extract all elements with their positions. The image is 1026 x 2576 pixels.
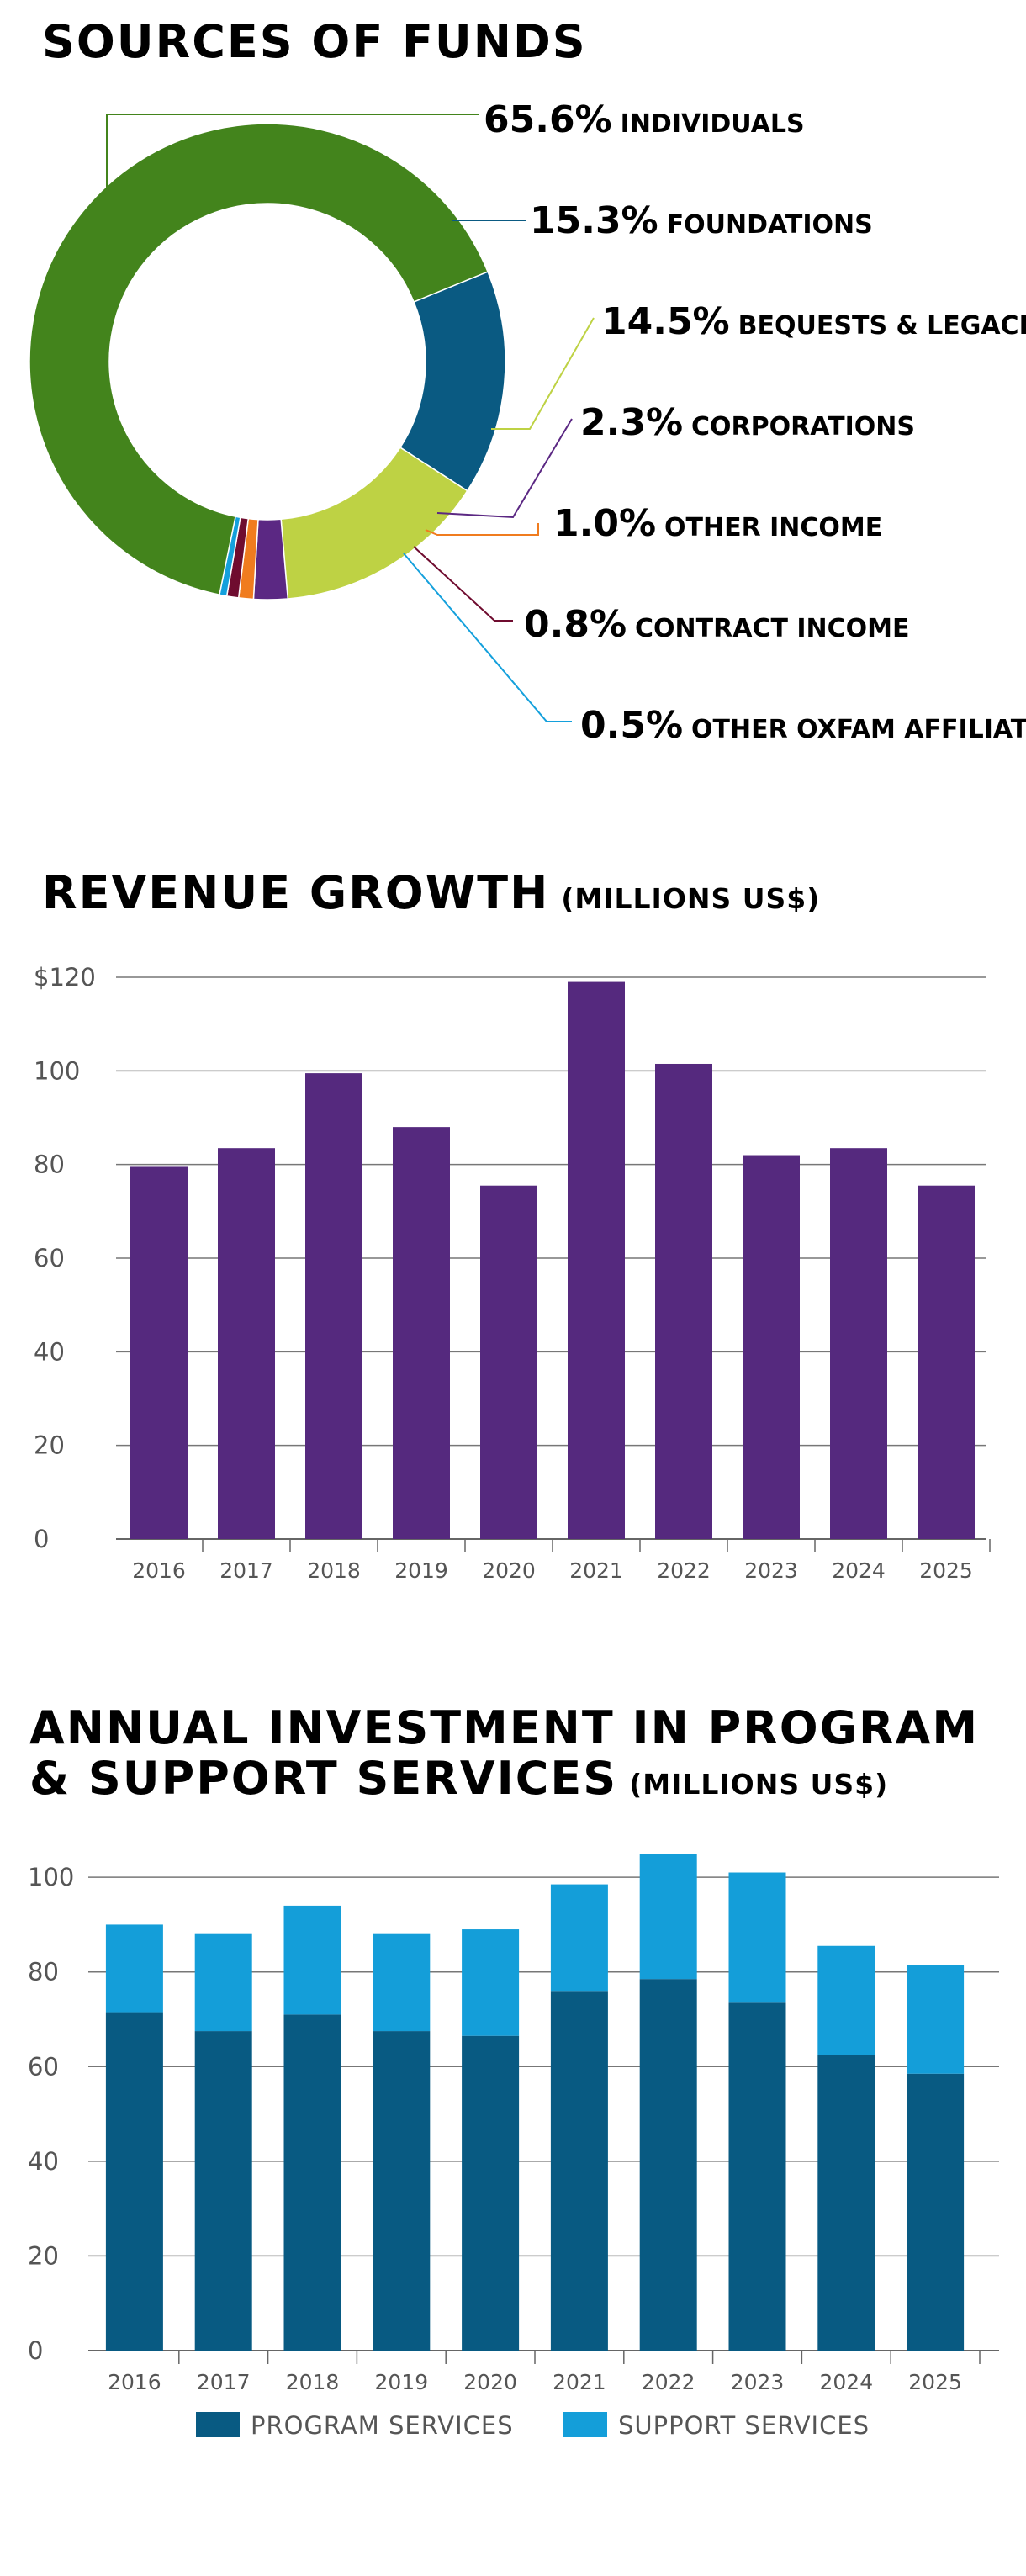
bar-2024 — [830, 1148, 887, 1539]
bar-program-services-2018 — [283, 2014, 341, 2351]
y-tick-label: 0 — [34, 1525, 49, 1553]
bar-program-services-2023 — [728, 2002, 786, 2351]
y-tick-label: 80 — [34, 1150, 65, 1179]
donut-slice-individuals — [29, 123, 489, 596]
bar-support-services-2023 — [728, 1872, 786, 2003]
bar-2022 — [655, 1063, 712, 1539]
revenue-x-axis: 2016 2017 2018 2019 2020 2021 2022 2023 2024 2025 — [132, 1539, 991, 1583]
x-tick-label: 2024 — [819, 2370, 873, 2394]
x-tick-label: 2020 — [463, 2370, 517, 2394]
bar-program-services-2016 — [105, 2012, 163, 2351]
leader-line-other-income — [425, 523, 539, 536]
investment-section: ANNUAL INVESTMENT IN PROGRAM & SUPPORT S… — [28, 1701, 999, 2440]
y-tick-label: 0 — [28, 2336, 43, 2365]
y-tick-label: 40 — [34, 1337, 65, 1366]
bar-program-services-2021 — [550, 1991, 608, 2351]
slice-label-individuals: 65.6% INDIVIDUALS — [484, 98, 805, 141]
x-tick-label: 2023 — [744, 1558, 798, 1583]
bar-support-services-2022 — [639, 1854, 697, 1980]
y-tick-label: 80 — [28, 1958, 59, 1986]
slice-label-contract-income: 0.8% CONTRACT INCOME — [524, 603, 910, 646]
bar-2017 — [218, 1148, 275, 1539]
bar-program-services-2017 — [194, 2031, 252, 2351]
y-tick-label: 100 — [34, 1056, 80, 1085]
y-tick-label: 20 — [28, 2241, 59, 2270]
bar-program-services-2019 — [373, 2031, 431, 2351]
x-tick-label: 2018 — [286, 2370, 340, 2394]
leader-line-individuals — [106, 114, 479, 196]
leader-line-other-affiliates — [403, 553, 572, 722]
leader-line-contract-income — [413, 546, 513, 622]
leader-line-bequests — [491, 317, 595, 430]
slice-label-corporations: 2.3% CORPORATIONS — [580, 401, 915, 444]
bar-2019 — [393, 1127, 450, 1539]
bar-support-services-2025 — [907, 1965, 965, 2074]
y-tick-label: 40 — [28, 2147, 59, 2176]
bar-support-services-2018 — [283, 1905, 341, 2015]
x-tick-label: 2018 — [307, 1558, 361, 1583]
investment-x-axis: 2016 2017 2018 2019 2020 2021 2022 2023 2024 2025 — [108, 2351, 981, 2394]
sources-of-funds-title: SOURCES OF FUNDS — [42, 15, 587, 68]
revenue-bars — [130, 981, 975, 1539]
bar-support-services-2021 — [550, 1884, 608, 1992]
slice-label-other-affiliates: 0.5%OTHER OXFAM AFFILIATES — [580, 704, 1026, 747]
y-tick-label: 20 — [34, 1431, 65, 1460]
bar-program-services-2024 — [817, 2055, 875, 2351]
x-tick-label: 2025 — [908, 2370, 962, 2394]
bar-2025 — [918, 1185, 975, 1539]
y-tick-label: $120 — [34, 963, 96, 992]
x-tick-label: 2016 — [108, 2370, 161, 2394]
bar-2023 — [743, 1155, 800, 1539]
x-tick-label: 2022 — [657, 1558, 711, 1583]
revenue-growth-section: REVENUE GROWTH (MILLIONS US$) 0 20 40 60 80 10… — [34, 866, 991, 1583]
x-tick-label: 2023 — [731, 2370, 785, 2394]
x-tick-label: 2025 — [919, 1558, 973, 1583]
bar-support-services-2017 — [194, 1933, 252, 2032]
bar-program-services-2022 — [639, 1979, 697, 2351]
investment-title-line2: & SUPPORT SERVICES (MILLIONS US$) — [29, 1752, 888, 1805]
bar-2020 — [480, 1185, 537, 1539]
slice-label-other-income: 1.0% OTHER INCOME — [553, 502, 882, 545]
leader-line-corporations — [436, 418, 573, 519]
investment-title-line1: ANNUAL INVESTMENT IN PROGRAM — [29, 1701, 979, 1754]
slice-label-foundations: 15.3% FOUNDATIONS — [530, 199, 873, 242]
y-tick-label: 60 — [34, 1244, 65, 1272]
bar-program-services-2020 — [462, 2035, 520, 2351]
x-tick-label: 2019 — [374, 2370, 428, 2394]
x-tick-label: 2016 — [132, 1558, 186, 1583]
donut-chart — [29, 123, 506, 600]
revenue-growth-title: REVENUE GROWTH (MILLIONS US$) — [42, 866, 820, 919]
legend-label-support: SUPPORT SERVICES — [618, 2411, 870, 2440]
donut-leader-lines — [106, 114, 595, 722]
y-tick-label: 60 — [28, 2052, 59, 2081]
investment-legend: PROGRAM SERVICES SUPPORT SERVICES — [196, 2411, 870, 2440]
legend-swatch-support — [563, 2412, 607, 2437]
bar-2021 — [568, 981, 625, 1539]
x-tick-label: 2017 — [197, 2370, 251, 2394]
donut-labels: 65.6% INDIVIDUALS 15.3% FOUNDATIONS 14.5% B… — [484, 98, 1026, 747]
x-tick-label: 2021 — [553, 2370, 606, 2394]
sources-of-funds-section: SOURCES OF FUNDS 65.6% INDIVIDUALS 15.3% F… — [29, 15, 1026, 747]
bar-program-services-2025 — [907, 2073, 965, 2351]
x-tick-label: 2024 — [832, 1558, 886, 1583]
bar-support-services-2020 — [462, 1929, 520, 2036]
bar-support-services-2019 — [373, 1933, 431, 2032]
x-tick-label: 2020 — [482, 1558, 536, 1583]
x-tick-label: 2019 — [394, 1558, 448, 1583]
investment-bars — [105, 1854, 965, 2351]
bar-2016 — [130, 1166, 188, 1539]
legend-label-program: PROGRAM SERVICES — [251, 2411, 514, 2440]
bar-support-services-2016 — [105, 1924, 163, 2013]
x-tick-label: 2021 — [569, 1558, 623, 1583]
legend-swatch-program — [196, 2412, 240, 2437]
x-tick-label: 2022 — [642, 2370, 695, 2394]
bar-2018 — [305, 1073, 362, 1539]
y-tick-label: 100 — [28, 1863, 74, 1891]
bar-support-services-2024 — [817, 1945, 875, 2055]
slice-label-bequests: 14.5%BEQUESTS & LEGACIES — [601, 300, 1026, 343]
x-tick-label: 2017 — [219, 1558, 273, 1583]
